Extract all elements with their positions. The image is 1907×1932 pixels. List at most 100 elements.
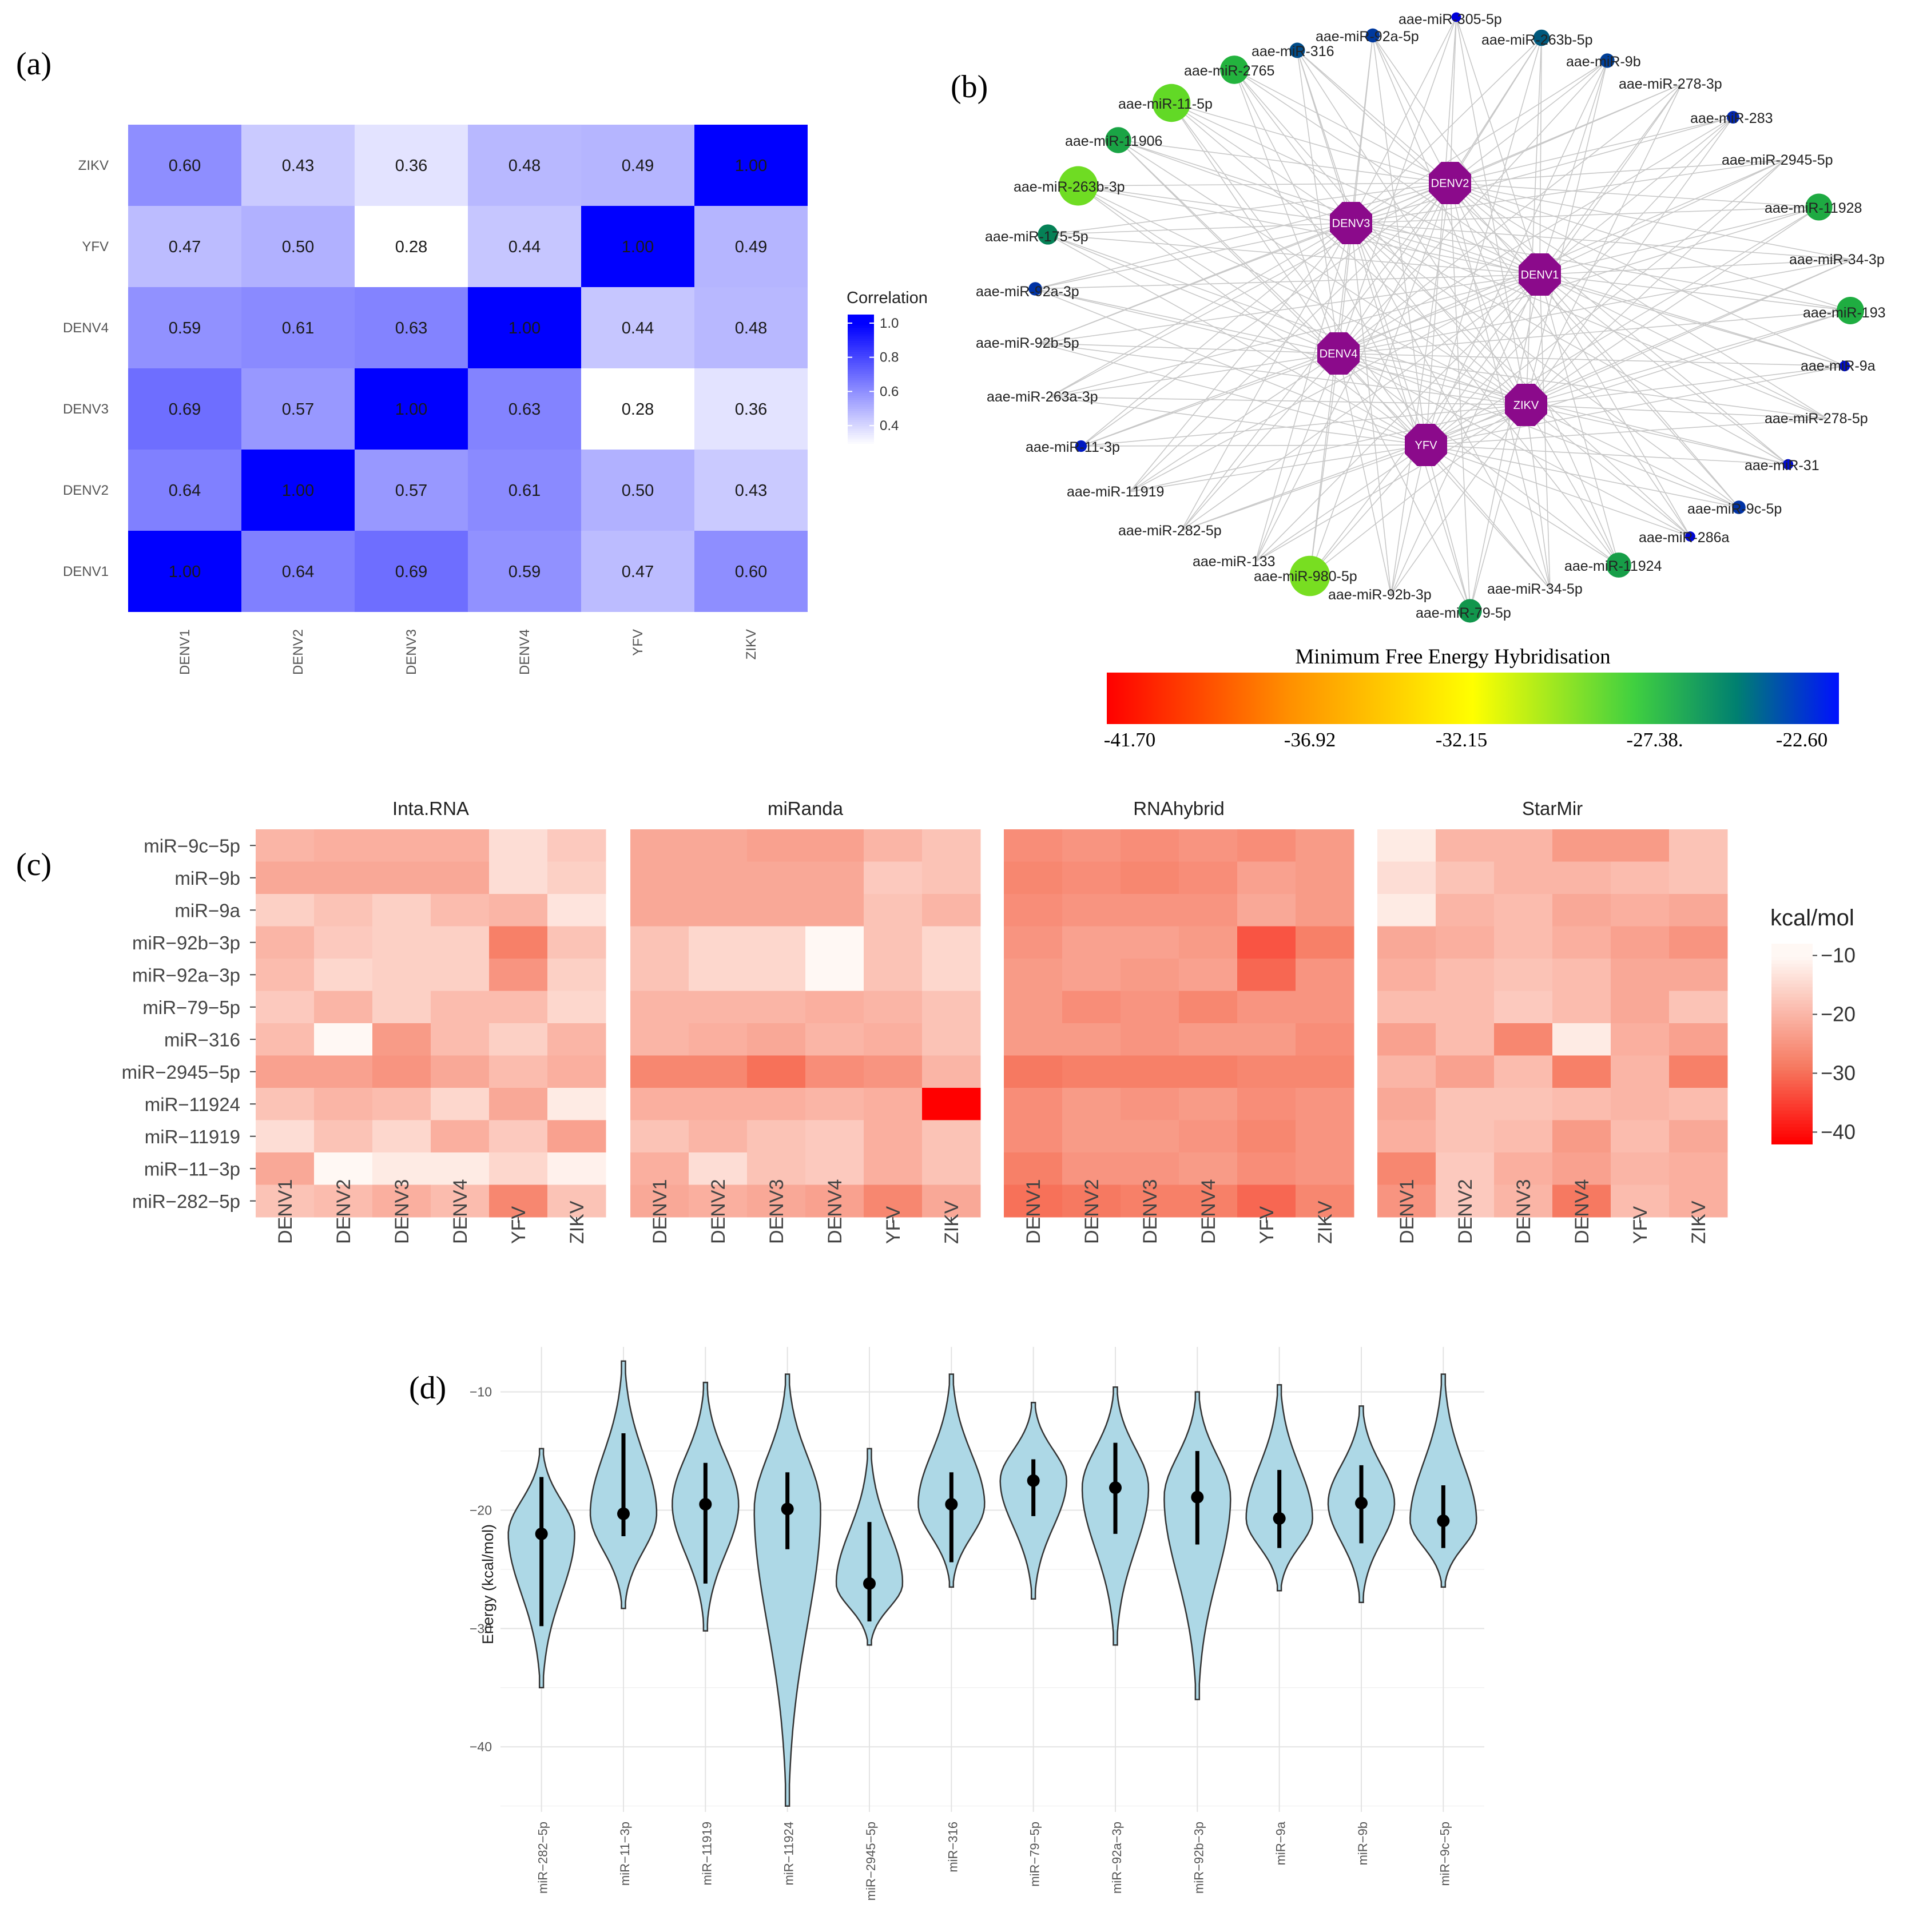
heatmap-cell bbox=[1179, 829, 1238, 862]
x-tick-label: miR−316 bbox=[945, 1822, 960, 1873]
legend-gradient-band bbox=[1771, 1140, 1813, 1144]
network-edge bbox=[1449, 182, 1845, 367]
network-edge bbox=[1234, 69, 1339, 354]
legend-gradient-band bbox=[1771, 1064, 1813, 1068]
legend-gradient-band bbox=[848, 316, 874, 320]
heatmap-cell bbox=[1377, 1184, 1436, 1218]
heatmap-cell bbox=[1062, 829, 1121, 862]
heatmap-cell bbox=[689, 959, 748, 991]
x-tick-label: DENV2 bbox=[708, 1179, 729, 1244]
heatmap-cell bbox=[489, 1023, 548, 1056]
network-edge bbox=[1338, 353, 1619, 566]
cell-label: 0.64 bbox=[169, 482, 201, 500]
network-edge bbox=[1234, 69, 1527, 406]
network-edge bbox=[1456, 17, 1527, 406]
panel-d-violin-plot: −10 −20 −30 −40 Energy (kcal/mol) miR−282−5p m… bbox=[470, 1347, 1484, 1901]
heatmap-cell bbox=[1179, 926, 1238, 959]
network-edge bbox=[1425, 444, 1691, 537]
legend-gradient-band bbox=[1771, 1134, 1813, 1138]
legend-gradient-band bbox=[848, 329, 874, 333]
heatmap-cell bbox=[1436, 1023, 1495, 1056]
heatmap-cell bbox=[1552, 1184, 1611, 1218]
heatmap-cell bbox=[1611, 991, 1670, 1024]
colorbar-tick-label: -41.70 bbox=[1104, 729, 1155, 751]
legend-gradient-band bbox=[1771, 1077, 1813, 1082]
heatmap-cell bbox=[314, 1120, 373, 1153]
network-edge bbox=[1035, 288, 1427, 446]
legend-gradient-band bbox=[848, 389, 874, 392]
heatmap-cell bbox=[128, 287, 241, 368]
legend-gradient-band bbox=[848, 444, 874, 447]
cell-label: 0.63 bbox=[508, 400, 541, 419]
hub-label: DENV4 bbox=[1320, 348, 1358, 360]
heatmap-cell bbox=[1552, 1088, 1611, 1120]
heatmap-cell bbox=[468, 450, 581, 531]
heatmap-cell bbox=[489, 1152, 548, 1185]
x-tick-label: DENV3 bbox=[766, 1179, 788, 1244]
x-tick-label: DENV4 bbox=[1198, 1179, 1219, 1244]
legend-gradient-band bbox=[1771, 973, 1813, 978]
heatmap-cell bbox=[372, 861, 431, 895]
mirna-node bbox=[1220, 55, 1249, 84]
network-edge bbox=[1425, 444, 1471, 611]
heatmap-cell bbox=[1237, 1152, 1296, 1185]
network-edge bbox=[1297, 50, 1451, 184]
network-edge bbox=[1129, 353, 1339, 492]
heatmap-cell bbox=[1377, 861, 1436, 895]
median-point bbox=[863, 1577, 876, 1590]
network-edge bbox=[1047, 234, 1540, 275]
heatmap-cell bbox=[1121, 991, 1179, 1024]
heatmap-cell bbox=[314, 894, 373, 927]
network-edge bbox=[1171, 102, 1339, 354]
cell-label: 0.63 bbox=[395, 319, 427, 337]
heatmap-cell bbox=[468, 125, 581, 206]
network-edge bbox=[1171, 102, 1527, 406]
heatmap-cell bbox=[1669, 991, 1728, 1024]
cell-label: 1.00 bbox=[735, 157, 767, 175]
network-edge bbox=[1425, 37, 1542, 446]
heatmap-cell bbox=[1121, 894, 1179, 927]
legend-gradient-band bbox=[1771, 1107, 1813, 1111]
heatmap-cell bbox=[128, 531, 241, 612]
x-tick-label: YFV bbox=[508, 1206, 530, 1244]
x-tick-label: DENV1 bbox=[275, 1179, 296, 1244]
heatmap-cell bbox=[431, 829, 490, 862]
network-edge bbox=[1038, 222, 1352, 344]
legend-gradient-band bbox=[848, 400, 874, 403]
legend-gradient-band bbox=[1771, 1047, 1813, 1051]
heatmap-cell bbox=[431, 1055, 490, 1088]
heatmap-cell bbox=[694, 125, 808, 206]
heatmap-cell bbox=[922, 1152, 981, 1185]
heatmap-cell bbox=[1179, 894, 1238, 927]
heatmap-cell bbox=[1296, 829, 1354, 862]
heatmap-cell bbox=[1436, 926, 1495, 959]
heatmap-cell bbox=[747, 1055, 806, 1088]
legend-gradient-band bbox=[1771, 980, 1813, 984]
heatmap-cell bbox=[1121, 1120, 1179, 1153]
x-tick-label: DENV3 bbox=[1139, 1179, 1161, 1244]
network-edge bbox=[1525, 404, 1739, 508]
network-edge bbox=[1539, 160, 1785, 275]
median-point bbox=[535, 1527, 548, 1540]
legend-gradient-band bbox=[1771, 987, 1813, 991]
heatmap-cell bbox=[1296, 1120, 1354, 1153]
y-tick-label: DENV2 bbox=[63, 483, 109, 498]
network-edge bbox=[1255, 274, 1540, 562]
legend-gradient-band bbox=[848, 391, 874, 394]
heatmap-cell bbox=[689, 1055, 748, 1088]
cell-label: 0.43 bbox=[282, 157, 314, 175]
mirna-label: aae-miR-980-5p bbox=[1254, 569, 1357, 585]
network-edge bbox=[1350, 117, 1734, 224]
network-edge bbox=[1425, 418, 1828, 446]
legend-gradient-band bbox=[1771, 1090, 1813, 1095]
hub-label: YFV bbox=[1415, 439, 1438, 452]
x-tick-label: miR−11−3p bbox=[618, 1822, 632, 1886]
x-tick-label: YFV bbox=[883, 1206, 904, 1244]
network-edge bbox=[1338, 353, 1392, 595]
heatmap-cell bbox=[355, 125, 468, 206]
cell-label: 1.00 bbox=[395, 400, 427, 419]
legend-gradient-band bbox=[848, 428, 874, 432]
network-edge bbox=[1449, 182, 1819, 208]
legend-gradient-band bbox=[1771, 990, 1813, 995]
x-tick-label: ZIKV bbox=[1314, 1200, 1336, 1244]
